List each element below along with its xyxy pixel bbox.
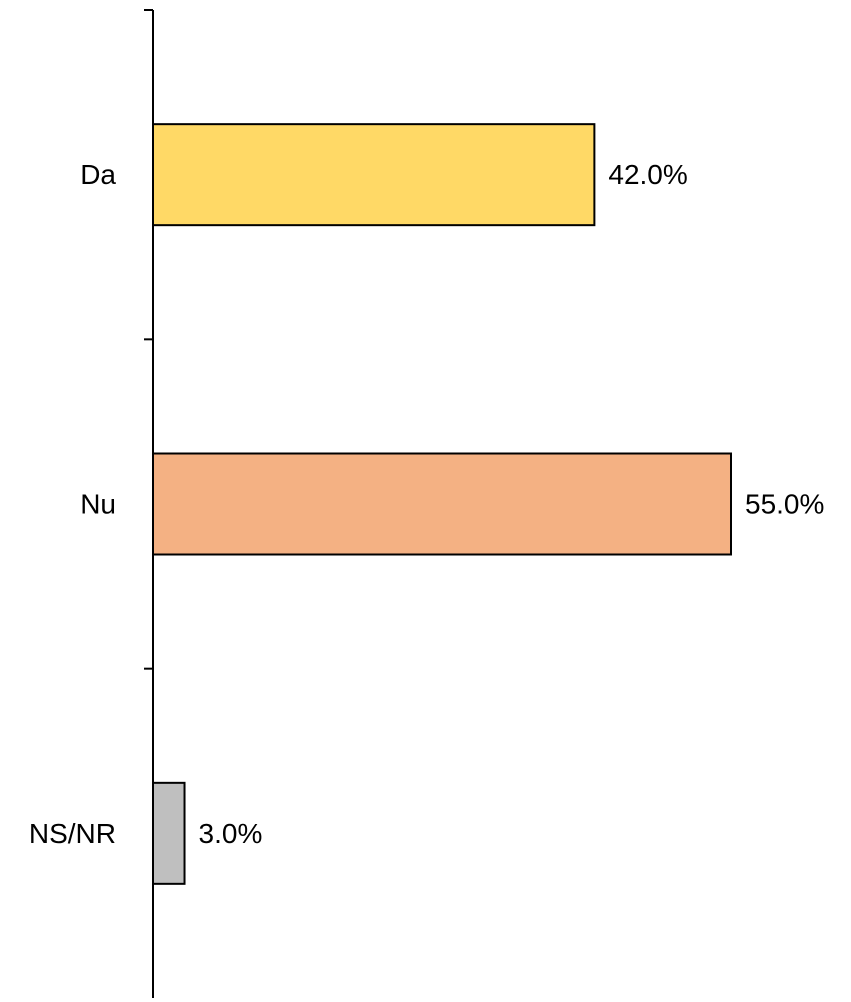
- category-label: NS/NR: [29, 818, 116, 849]
- data-label: 55.0%: [745, 489, 824, 520]
- bar-da: [152, 123, 596, 227]
- bar-ns-nr: [152, 781, 186, 885]
- category-label: Nu: [80, 489, 116, 520]
- data-label: 42.0%: [608, 159, 687, 190]
- bar-nu: [152, 452, 732, 556]
- category-label: Da: [80, 159, 116, 190]
- data-label: 3.0%: [199, 818, 263, 849]
